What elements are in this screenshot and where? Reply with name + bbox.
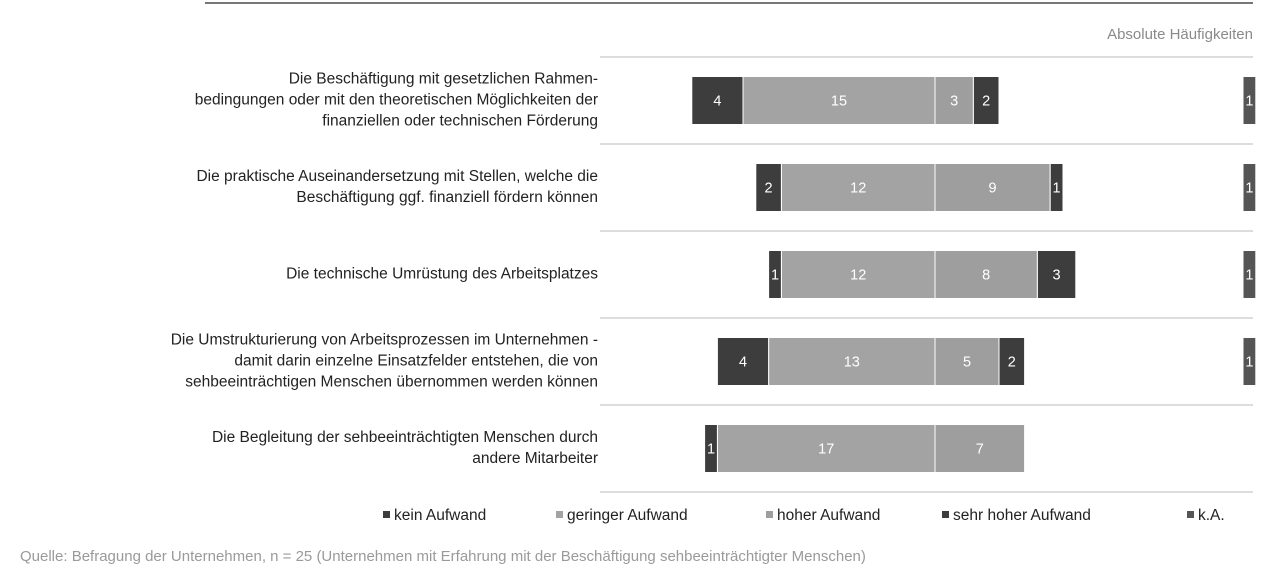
category-label: Die Umstrukturierung von Arbeitsprozesse… <box>171 332 598 391</box>
category-label: Die praktische Auseinandersetzung mit St… <box>196 168 598 206</box>
bar-segment <box>1242 337 1257 386</box>
bar-segment <box>934 163 1051 212</box>
category-label: Die Begleitung der sehbeeinträchtigten M… <box>212 429 598 467</box>
legend-swatch <box>383 511 390 518</box>
data-label: 17 <box>818 441 834 457</box>
data-label: 13 <box>844 354 860 370</box>
bar-segment <box>768 250 782 299</box>
bar-segment <box>934 250 1038 299</box>
legend-label: sehr hoher Aufwand <box>953 507 1091 524</box>
category-label: Die technische Umrüstung des Arbeitsplat… <box>286 266 598 283</box>
bar-segment <box>716 424 936 473</box>
bar-segment <box>1049 163 1064 212</box>
bar-segment <box>716 337 770 386</box>
bar-segment <box>691 76 744 125</box>
data-label: 1 <box>1245 267 1253 283</box>
data-label: 15 <box>831 93 847 109</box>
legend-label: k.A. <box>1198 507 1225 524</box>
data-label: 2 <box>982 93 990 109</box>
bar-segment <box>934 76 974 125</box>
legend-label: kein Aufwand <box>394 507 486 524</box>
data-label: 7 <box>976 441 984 457</box>
source: Quelle: Befragung der Unternehmen, n = 2… <box>20 548 866 565</box>
bar-segment <box>1036 250 1077 299</box>
bar-segment <box>934 424 1026 473</box>
data-label: 1 <box>1245 180 1253 196</box>
data-label: 1 <box>707 441 715 457</box>
bar-segment <box>704 424 718 473</box>
bar-segment <box>768 337 936 386</box>
data-label: 4 <box>713 93 721 109</box>
category-label: Die Beschäftigung mit gesetzlichen Rahme… <box>195 71 598 130</box>
data-label: 4 <box>739 354 747 370</box>
legend-swatch <box>942 511 949 518</box>
data-label: 1 <box>1053 180 1061 196</box>
bar-segment <box>972 76 1000 125</box>
legend-label: geringer Aufwand <box>567 507 688 524</box>
data-label: 3 <box>950 93 958 109</box>
data-label: 1 <box>771 267 779 283</box>
legend-swatch <box>1187 511 1194 518</box>
bar-segment <box>998 337 1026 386</box>
data-label: 3 <box>1053 267 1061 283</box>
legend-swatch <box>556 511 563 518</box>
legend-label: hoher Aufwand <box>777 507 880 524</box>
bar-segment <box>780 250 936 299</box>
bar-segment <box>1242 163 1257 212</box>
data-label: 1 <box>1245 93 1253 109</box>
data-label: 9 <box>989 180 997 196</box>
legend-swatch <box>766 511 773 518</box>
data-label: 2 <box>765 180 773 196</box>
data-label: 12 <box>850 267 866 283</box>
bar-segment <box>1242 250 1257 299</box>
data-label: 1 <box>1245 354 1253 370</box>
bar-segment <box>934 337 1000 386</box>
bar-segment <box>755 163 782 212</box>
subtitle: Absolute Häufigkeiten <box>1107 26 1253 43</box>
data-label: 2 <box>1008 354 1016 370</box>
bar-segment <box>1242 76 1257 125</box>
data-label: 5 <box>963 354 971 370</box>
data-label: 12 <box>850 180 866 196</box>
data-label: 8 <box>982 267 990 283</box>
